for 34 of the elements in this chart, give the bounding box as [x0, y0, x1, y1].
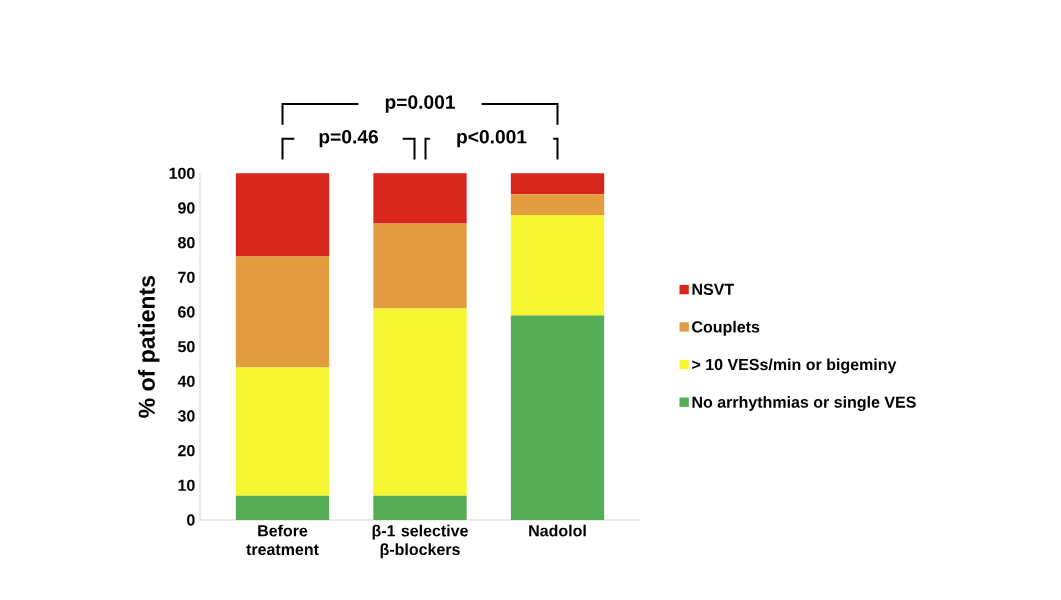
y-tick-label: 90: [178, 202, 195, 214]
bar: [510, 214, 605, 316]
y-tick-label: 20: [178, 445, 195, 457]
y-tick-label: 0: [187, 514, 195, 526]
legend-label: Couplets: [692, 320, 760, 336]
y-axis-title: % of patients: [137, 275, 160, 418]
bar: [235, 256, 330, 368]
y-tick-label: 10: [178, 479, 195, 491]
y-tick-label: 70: [178, 271, 195, 283]
bar: [235, 367, 330, 496]
y-tick-label: 60: [178, 306, 195, 318]
bar: [510, 173, 605, 195]
y-tick-label: 80: [178, 237, 195, 249]
bar: [373, 495, 467, 520]
bar: [510, 194, 605, 215]
text: p<0.001: [457, 129, 527, 148]
text: p=0.46: [319, 129, 378, 148]
y-tick-label: 30: [177, 410, 195, 422]
x-tick-label: Nadolol: [529, 524, 586, 537]
bar: [510, 315, 605, 520]
legend-label: NSVT: [692, 283, 734, 295]
text: p=0.001: [385, 95, 455, 113]
y-tick-label: 40: [177, 375, 195, 387]
x-tick-label: β-1 selective β-blockers: [372, 524, 468, 559]
legend-label: > 10 VESs/min or bigeminy: [692, 358, 897, 374]
bar: [373, 173, 467, 224]
legend-label: No arrhythmias or single VES: [692, 396, 916, 412]
bar: [235, 495, 330, 520]
y-tick-label: 100: [169, 167, 195, 179]
bar: [235, 173, 330, 257]
bar: [373, 223, 467, 309]
y-tick-label: 50: [178, 341, 195, 353]
x-tick-label: Before treatment: [246, 524, 319, 556]
bar: [373, 308, 467, 496]
